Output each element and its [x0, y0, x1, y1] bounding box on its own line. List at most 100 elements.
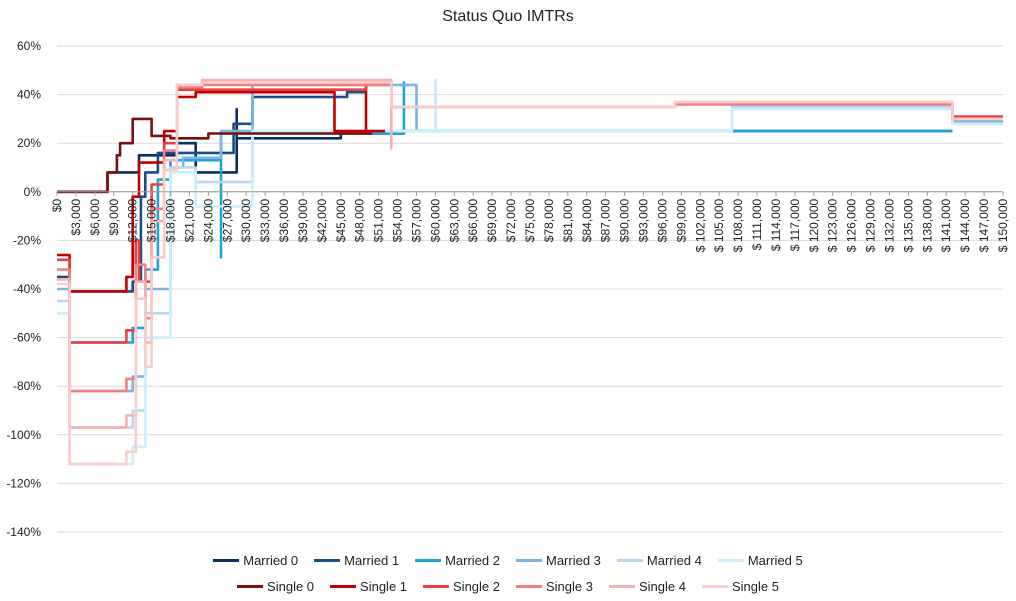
legend-item: Married 1	[314, 553, 399, 568]
y-tick-label: 60%	[17, 39, 41, 53]
legend-item: Single 5	[701, 579, 779, 594]
legend-label: Single 4	[638, 579, 686, 594]
series-lines	[57, 78, 1003, 466]
x-tick-label: $12,000	[126, 198, 140, 242]
legend-label: Single 5	[731, 579, 779, 594]
legend-item: Single 1	[330, 579, 407, 594]
x-tick-label: $21,000	[182, 198, 196, 242]
x-tick-label: $15,000	[145, 198, 159, 242]
x-tick-label: $ 144,000	[958, 198, 972, 252]
legend-label: Married 3	[546, 553, 601, 568]
legend-swatch	[616, 559, 643, 562]
legend-row-2: Single 0 Single 1 Single 2 Single 3 Single 4…	[0, 579, 1016, 594]
x-tick-label: $42,000	[315, 198, 329, 242]
legend-swatch	[701, 585, 728, 588]
legend-label: Single 3	[546, 579, 593, 594]
legend-label: Married 5	[747, 553, 803, 568]
x-tick-label: $87,000	[599, 198, 613, 242]
x-tick-label: $60,000	[428, 198, 442, 242]
y-tick-label: -100%	[6, 428, 41, 442]
x-tick-label: $45,000	[334, 198, 348, 242]
x-tick-label: $96,000	[655, 198, 669, 242]
x-tick-label: $33,000	[258, 198, 272, 242]
x-tick-label: $ 150,000	[996, 198, 1010, 252]
x-tick-label: $54,000	[391, 198, 405, 242]
x-tick-label: $39,000	[296, 198, 310, 242]
series-line-married-4	[57, 81, 1003, 429]
x-tick-label: $ 123,000	[826, 198, 840, 252]
x-tick-label: $ 105,000	[712, 198, 726, 252]
legend-swatch	[516, 585, 542, 588]
legend-item: Married 2	[415, 553, 500, 568]
y-tick-label: -140%	[6, 525, 41, 539]
x-tick-label: $51,000	[372, 198, 386, 242]
x-tick-label: $0	[50, 198, 64, 212]
chart-title: Status Quo IMTRs	[442, 8, 574, 25]
x-tick-label: $ 126,000	[845, 198, 859, 252]
series-line-single-5	[57, 81, 1003, 466]
x-tick-label: $75,000	[523, 198, 537, 242]
series-line-single-1	[57, 81, 385, 293]
x-tick-label: $3,000	[69, 198, 83, 235]
x-tick-label: $ 108,000	[731, 198, 745, 252]
x-tick-label: $90,000	[618, 198, 632, 242]
legend-label: Married 2	[445, 553, 500, 568]
x-tick-label: $ 135,000	[901, 198, 915, 252]
legend-item: Married 3	[516, 553, 601, 568]
x-axis-ticks: $0 $3,000 $6,000 $9,000 $12,000 $15,000 $18,00…	[50, 191, 1010, 252]
legend-swatch	[608, 585, 635, 588]
x-tick-label: $81,000	[561, 198, 575, 242]
x-tick-label: $ 147,000	[977, 198, 991, 252]
series-line-single-0	[57, 117, 373, 194]
legend-swatch	[314, 559, 341, 562]
legend-label: Single 0	[267, 579, 315, 594]
x-tick-label: $9,000	[107, 198, 121, 235]
legend-item: Married 0	[213, 553, 298, 568]
legend-swatch	[213, 559, 240, 562]
legend-swatch	[717, 559, 744, 562]
x-tick-label: $69,000	[485, 198, 499, 242]
y-tick-label: -20%	[13, 233, 41, 247]
y-tick-label: -80%	[13, 379, 41, 393]
y-tick-label: 20%	[17, 136, 41, 150]
x-tick-label: $93,000	[637, 198, 651, 242]
legend-label: Single 1	[360, 579, 408, 594]
x-tick-label: $78,000	[542, 198, 556, 242]
legend-swatch	[330, 585, 357, 588]
legend-label: Married 4	[646, 553, 702, 568]
legend-swatch	[237, 585, 264, 588]
y-tick-label: -120%	[6, 476, 41, 490]
x-tick-label: $ 102,000	[693, 198, 707, 252]
x-tick-label: $24,000	[201, 198, 215, 242]
x-tick-label: $ 111,000	[750, 198, 764, 250]
x-tick-label: $6,000	[88, 198, 102, 235]
legend-item: Single 3	[516, 579, 593, 594]
y-tick-label: -40%	[13, 282, 41, 296]
series-line-married-5	[57, 78, 1003, 466]
x-tick-label: $30,000	[239, 198, 253, 242]
legend-swatch	[415, 559, 442, 562]
legend-label: Married 1	[344, 553, 400, 568]
legend-item: Single 4	[608, 579, 686, 594]
x-tick-label: $18,000	[164, 198, 178, 242]
legend-label: Single 2	[453, 579, 500, 594]
y-tick-label: 40%	[17, 88, 41, 102]
x-tick-label: $84,000	[580, 198, 594, 242]
y-axis-ticks: 60% 40% 20% 0% -20% -40% -60% -80% -100% -120% -14…	[6, 39, 41, 539]
legend-item: Married 5	[717, 553, 803, 568]
legend-item: Single 2	[423, 579, 500, 594]
x-tick-label: $72,000	[504, 198, 518, 242]
x-tick-label: $36,000	[277, 198, 291, 242]
x-tick-label: $ 129,000	[864, 198, 878, 252]
x-tick-label: $57,000	[409, 198, 423, 242]
x-tick-label: $ 138,000	[920, 198, 934, 252]
x-tick-label: $ 132,000	[882, 198, 896, 252]
x-tick-label: $66,000	[466, 198, 480, 242]
legend-swatch	[516, 559, 542, 562]
x-tick-label: $ 114,000	[769, 198, 783, 251]
x-tick-label: $ 120,000	[807, 198, 821, 252]
x-tick-label: $ 141,000	[939, 198, 953, 252]
legend-row-1: Married 0 Married 1 Married 2 Married 3 Marr…	[0, 553, 1016, 568]
legend-label: Married 0	[243, 553, 299, 568]
